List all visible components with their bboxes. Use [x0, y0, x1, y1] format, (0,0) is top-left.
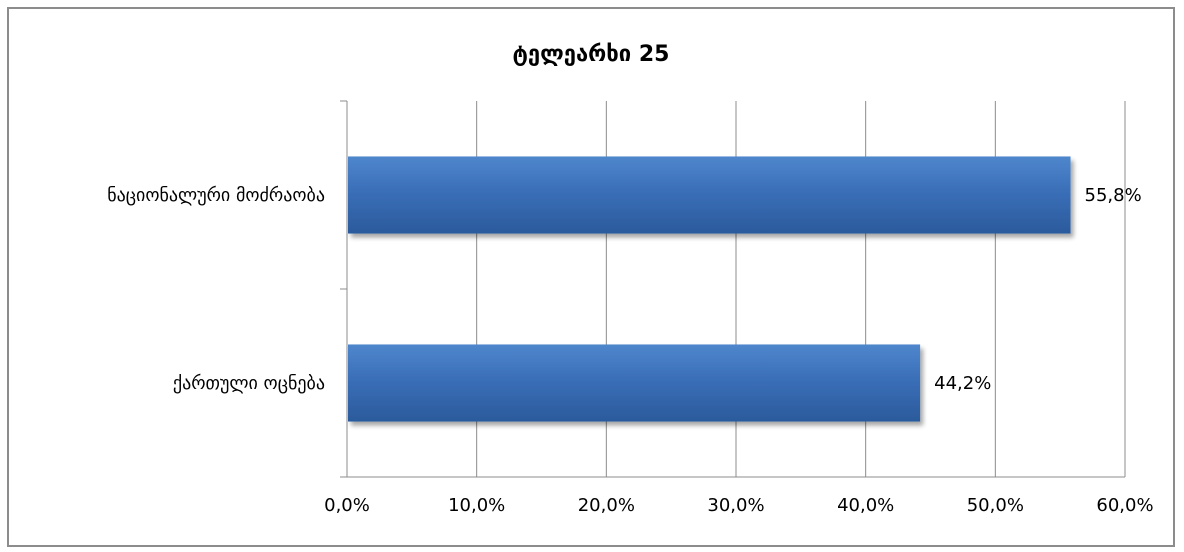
bar-chart: ტელეარხი 25 0,0% 10,0% 20,0% 30,0% 40,0% 50,0…: [107, 42, 1153, 516]
x-tick-label: 20,0%: [578, 495, 635, 516]
category-label: ნაციონალური მოძრაობა: [107, 185, 325, 206]
x-tick-label: 60,0%: [1096, 495, 1153, 516]
x-tick-label: 10,0%: [448, 495, 505, 516]
labels: 0,0% 10,0% 20,0% 30,0% 40,0% 50,0% 60,0% ნაციონ…: [107, 185, 1153, 516]
bar-2: [348, 344, 921, 422]
category-label: ქართული ოცნება: [173, 373, 325, 394]
x-tick-label: 50,0%: [967, 495, 1024, 516]
axes: [340, 100, 1125, 478]
x-tick-label: 30,0%: [707, 495, 764, 516]
data-label: 55,8%: [1085, 185, 1142, 206]
chart-frame: ტელეარხი 25 0,0% 10,0% 20,0% 30,0% 40,0% 50,0…: [7, 7, 1175, 547]
bar-1: [348, 156, 1071, 234]
data-label: 44,2%: [934, 373, 991, 394]
bars: [348, 156, 1071, 422]
x-tick-label: 0,0%: [324, 495, 370, 516]
x-tick-label: 40,0%: [837, 495, 894, 516]
chart-title: ტელეარხი 25: [513, 42, 670, 67]
